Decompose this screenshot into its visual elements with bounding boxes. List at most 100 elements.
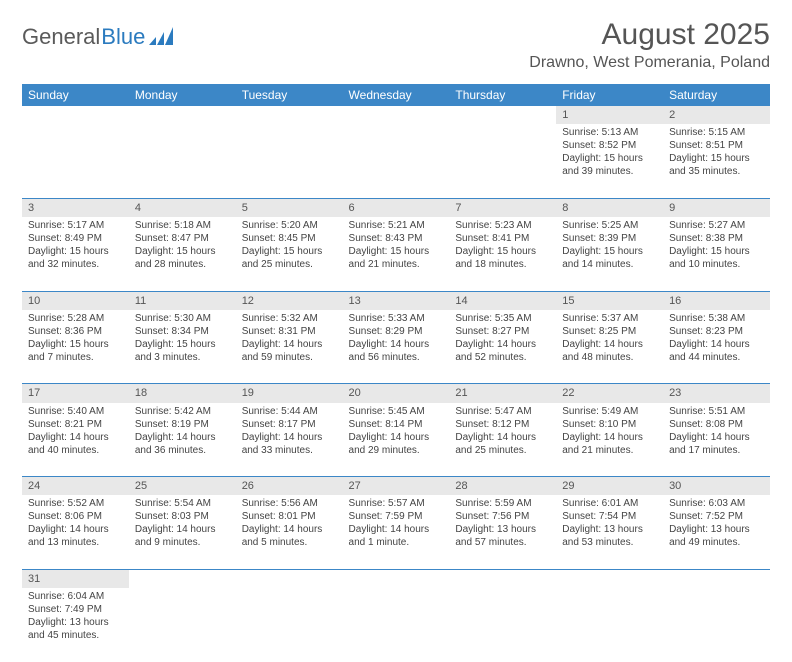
day-cell-body: Sunrise: 5:18 AMSunset: 8:47 PMDaylight:… xyxy=(129,217,236,275)
day-cell xyxy=(236,124,343,198)
sunrise-text: Sunrise: 5:52 AM xyxy=(28,497,123,510)
day-cell-body: Sunrise: 5:28 AMSunset: 8:36 PMDaylight:… xyxy=(22,310,129,368)
calendar-table: SundayMondayTuesdayWednesdayThursdayFrid… xyxy=(22,84,770,662)
day-number: 10 xyxy=(22,291,129,310)
weekday-header-row: SundayMondayTuesdayWednesdayThursdayFrid… xyxy=(22,84,770,106)
day-cell-body: Sunrise: 5:37 AMSunset: 8:25 PMDaylight:… xyxy=(556,310,663,368)
sunrise-text: Sunrise: 5:51 AM xyxy=(669,405,764,418)
day-cell-body: Sunrise: 5:52 AMSunset: 8:06 PMDaylight:… xyxy=(22,495,129,553)
daylight-text: Daylight: 15 hours and 32 minutes. xyxy=(28,245,123,271)
day-number: 2 xyxy=(663,106,770,124)
daylight-text: Daylight: 14 hours and 1 minute. xyxy=(349,523,444,549)
daylight-text: Daylight: 14 hours and 56 minutes. xyxy=(349,338,444,364)
day-cell-body: Sunrise: 5:42 AMSunset: 8:19 PMDaylight:… xyxy=(129,403,236,461)
day-cell-body: Sunrise: 5:49 AMSunset: 8:10 PMDaylight:… xyxy=(556,403,663,461)
day-cell: Sunrise: 5:30 AMSunset: 8:34 PMDaylight:… xyxy=(129,310,236,384)
daylight-text: Daylight: 15 hours and 3 minutes. xyxy=(135,338,230,364)
day-number: 6 xyxy=(343,198,450,217)
day-cell-body: Sunrise: 5:35 AMSunset: 8:27 PMDaylight:… xyxy=(449,310,556,368)
sunrise-text: Sunrise: 5:40 AM xyxy=(28,405,123,418)
sunset-text: Sunset: 7:54 PM xyxy=(562,510,657,523)
daynum-row: 12 xyxy=(22,106,770,124)
day-number: 9 xyxy=(663,198,770,217)
day-cell: Sunrise: 5:57 AMSunset: 7:59 PMDaylight:… xyxy=(343,495,450,569)
day-number: 26 xyxy=(236,477,343,496)
day-cell: Sunrise: 5:40 AMSunset: 8:21 PMDaylight:… xyxy=(22,403,129,477)
sunset-text: Sunset: 8:47 PM xyxy=(135,232,230,245)
sunset-text: Sunset: 8:03 PM xyxy=(135,510,230,523)
logo: GeneralBlue xyxy=(22,24,175,50)
content-row: Sunrise: 5:17 AMSunset: 8:49 PMDaylight:… xyxy=(22,217,770,291)
day-number xyxy=(449,569,556,588)
sunrise-text: Sunrise: 6:03 AM xyxy=(669,497,764,510)
month-title: August 2025 xyxy=(529,18,770,52)
day-number xyxy=(556,569,663,588)
day-cell-body: Sunrise: 6:03 AMSunset: 7:52 PMDaylight:… xyxy=(663,495,770,553)
daylight-text: Daylight: 14 hours and 21 minutes. xyxy=(562,431,657,457)
daylight-text: Daylight: 15 hours and 25 minutes. xyxy=(242,245,337,271)
day-number xyxy=(236,569,343,588)
day-cell-body: Sunrise: 5:32 AMSunset: 8:31 PMDaylight:… xyxy=(236,310,343,368)
day-cell: Sunrise: 5:47 AMSunset: 8:12 PMDaylight:… xyxy=(449,403,556,477)
day-number: 13 xyxy=(343,291,450,310)
day-cell: Sunrise: 5:25 AMSunset: 8:39 PMDaylight:… xyxy=(556,217,663,291)
sunset-text: Sunset: 7:59 PM xyxy=(349,510,444,523)
day-cell: Sunrise: 5:49 AMSunset: 8:10 PMDaylight:… xyxy=(556,403,663,477)
sunrise-text: Sunrise: 5:15 AM xyxy=(669,126,764,139)
sunrise-text: Sunrise: 5:25 AM xyxy=(562,219,657,232)
day-cell-body: Sunrise: 6:01 AMSunset: 7:54 PMDaylight:… xyxy=(556,495,663,553)
day-number: 1 xyxy=(556,106,663,124)
day-cell-body: Sunrise: 5:25 AMSunset: 8:39 PMDaylight:… xyxy=(556,217,663,275)
weekday-header: Friday xyxy=(556,84,663,106)
day-cell: Sunrise: 5:44 AMSunset: 8:17 PMDaylight:… xyxy=(236,403,343,477)
daylight-text: Daylight: 14 hours and 29 minutes. xyxy=(349,431,444,457)
sunrise-text: Sunrise: 5:17 AM xyxy=(28,219,123,232)
content-row: Sunrise: 5:52 AMSunset: 8:06 PMDaylight:… xyxy=(22,495,770,569)
day-cell xyxy=(343,588,450,662)
weekday-header: Wednesday xyxy=(343,84,450,106)
sunset-text: Sunset: 8:29 PM xyxy=(349,325,444,338)
day-cell xyxy=(449,124,556,198)
daylight-text: Daylight: 15 hours and 10 minutes. xyxy=(669,245,764,271)
sunrise-text: Sunrise: 5:49 AM xyxy=(562,405,657,418)
day-cell-body: Sunrise: 5:38 AMSunset: 8:23 PMDaylight:… xyxy=(663,310,770,368)
daylight-text: Daylight: 15 hours and 14 minutes. xyxy=(562,245,657,271)
sunrise-text: Sunrise: 5:47 AM xyxy=(455,405,550,418)
day-number: 28 xyxy=(449,477,556,496)
day-cell-body: Sunrise: 5:27 AMSunset: 8:38 PMDaylight:… xyxy=(663,217,770,275)
day-cell: Sunrise: 5:20 AMSunset: 8:45 PMDaylight:… xyxy=(236,217,343,291)
content-row: Sunrise: 5:28 AMSunset: 8:36 PMDaylight:… xyxy=(22,310,770,384)
sunrise-text: Sunrise: 5:33 AM xyxy=(349,312,444,325)
sunset-text: Sunset: 7:52 PM xyxy=(669,510,764,523)
sunset-text: Sunset: 8:25 PM xyxy=(562,325,657,338)
day-cell: Sunrise: 6:03 AMSunset: 7:52 PMDaylight:… xyxy=(663,495,770,569)
day-number: 8 xyxy=(556,198,663,217)
day-number: 15 xyxy=(556,291,663,310)
day-cell: Sunrise: 5:59 AMSunset: 7:56 PMDaylight:… xyxy=(449,495,556,569)
sunset-text: Sunset: 8:52 PM xyxy=(562,139,657,152)
sunset-text: Sunset: 8:17 PM xyxy=(242,418,337,431)
day-cell: Sunrise: 5:13 AMSunset: 8:52 PMDaylight:… xyxy=(556,124,663,198)
day-cell: Sunrise: 5:35 AMSunset: 8:27 PMDaylight:… xyxy=(449,310,556,384)
day-cell: Sunrise: 5:52 AMSunset: 8:06 PMDaylight:… xyxy=(22,495,129,569)
day-cell-body: Sunrise: 5:40 AMSunset: 8:21 PMDaylight:… xyxy=(22,403,129,461)
day-cell: Sunrise: 5:54 AMSunset: 8:03 PMDaylight:… xyxy=(129,495,236,569)
sunset-text: Sunset: 8:36 PM xyxy=(28,325,123,338)
sunrise-text: Sunrise: 5:42 AM xyxy=(135,405,230,418)
sunset-text: Sunset: 8:21 PM xyxy=(28,418,123,431)
logo-word1: General xyxy=(22,24,100,50)
sunrise-text: Sunrise: 5:37 AM xyxy=(562,312,657,325)
day-cell xyxy=(343,124,450,198)
daylight-text: Daylight: 14 hours and 9 minutes. xyxy=(135,523,230,549)
daylight-text: Daylight: 14 hours and 25 minutes. xyxy=(455,431,550,457)
day-cell-body: Sunrise: 5:56 AMSunset: 8:01 PMDaylight:… xyxy=(236,495,343,553)
day-cell-body: Sunrise: 5:30 AMSunset: 8:34 PMDaylight:… xyxy=(129,310,236,368)
sunrise-text: Sunrise: 5:44 AM xyxy=(242,405,337,418)
day-cell: Sunrise: 5:45 AMSunset: 8:14 PMDaylight:… xyxy=(343,403,450,477)
daylight-text: Daylight: 14 hours and 44 minutes. xyxy=(669,338,764,364)
day-cell-body: Sunrise: 5:54 AMSunset: 8:03 PMDaylight:… xyxy=(129,495,236,553)
day-cell-body: Sunrise: 5:23 AMSunset: 8:41 PMDaylight:… xyxy=(449,217,556,275)
day-number: 30 xyxy=(663,477,770,496)
sunrise-text: Sunrise: 5:13 AM xyxy=(562,126,657,139)
day-cell-body: Sunrise: 5:59 AMSunset: 7:56 PMDaylight:… xyxy=(449,495,556,553)
